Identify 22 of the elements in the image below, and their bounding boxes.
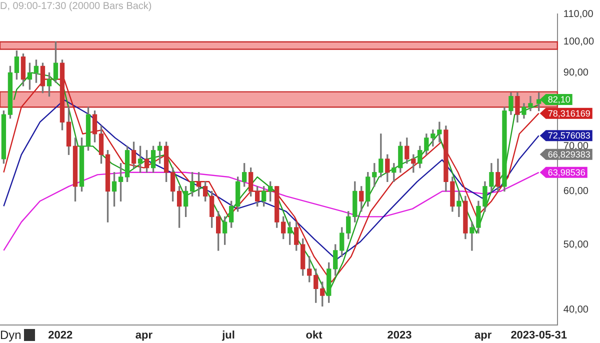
annotation: 82,10 xyxy=(548,94,570,105)
candlestick xyxy=(456,190,462,218)
y-tick-label: 60,00 xyxy=(563,186,589,197)
x-tick-label: jul xyxy=(221,329,235,342)
x-tick-label: 2022 xyxy=(48,329,73,342)
y-tick-label: 40,00 xyxy=(563,304,589,316)
x-tick-label: okt xyxy=(306,329,323,342)
x-tick-label: apr xyxy=(474,329,492,342)
data-label: 72,576083 xyxy=(548,130,590,141)
y-tick-label: 50,00 xyxy=(563,239,589,250)
data-label: 78,316169 xyxy=(548,108,590,118)
y-tick-label: 100,00 xyxy=(563,36,594,48)
text: Dyn xyxy=(0,328,22,342)
y-tick-label: 110,00 xyxy=(563,8,594,20)
y-tick-label: 70,00 xyxy=(563,140,589,152)
x-tick-label: 2023-05-31 xyxy=(510,329,567,342)
x-tick-label: apr xyxy=(135,329,154,342)
data-label: 63,98536 xyxy=(548,167,586,178)
x-tick-label: 2023 xyxy=(387,329,412,342)
annotation: 66,829383 xyxy=(548,149,590,160)
chart-title: D, 09:00-17:30 (20000 Bars Back) xyxy=(0,0,152,12)
y-tick-label: 90,00 xyxy=(563,67,589,78)
